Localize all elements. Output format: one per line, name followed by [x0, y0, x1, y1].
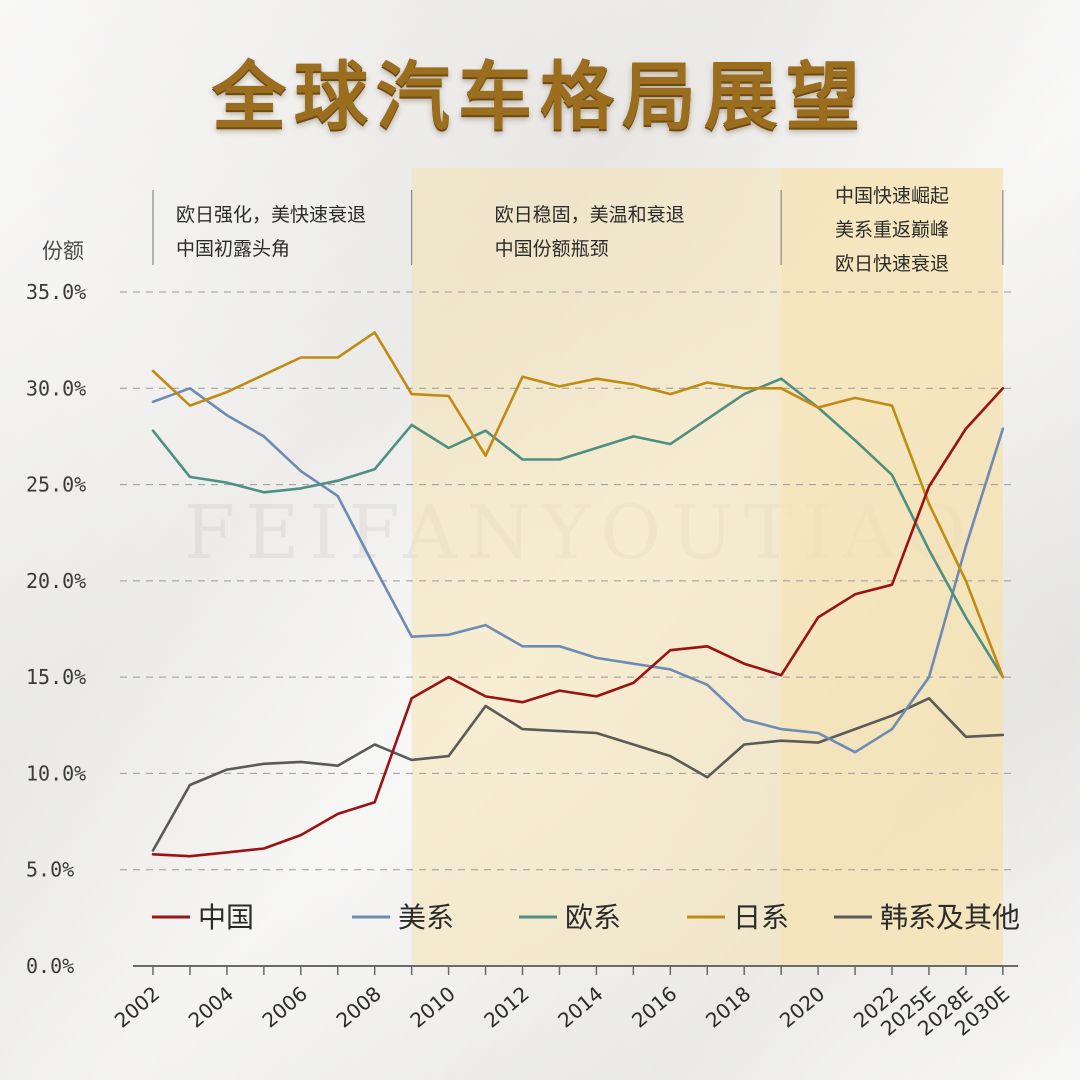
x-tick-label: 2010: [405, 981, 459, 1032]
x-tick-label: 2006: [258, 981, 312, 1032]
y-axis-label: 份额: [42, 239, 84, 263]
series-line-japan: [151, 331, 1005, 679]
period-band: [781, 168, 1003, 966]
legend-label-china: 中国: [198, 901, 254, 934]
legend-label-us: 美系: [398, 901, 454, 934]
y-axis: 份额 0.0% 5.0% 10.0% 15.0% 20.0% 25.0% 30.0% 35.0…: [26, 239, 86, 978]
series-line-europe: [151, 377, 1005, 679]
legend-label-japan: 日系: [733, 901, 789, 934]
x-tick-label: 2020: [775, 981, 829, 1032]
y-tick-label: 25.0%: [26, 473, 86, 497]
period-bands: [152, 168, 1004, 966]
period-annotation: 欧日快速衰退: [835, 253, 949, 275]
period-annotation: 欧日强化，美快速衰退: [176, 204, 366, 226]
series-lines: [151, 331, 1005, 858]
x-tick-label: 2012: [479, 981, 533, 1032]
x-tick-label: 2016: [627, 981, 681, 1032]
y-tick-label: 20.0%: [26, 569, 86, 593]
page-title: 全球汽车格局展望: [212, 54, 868, 140]
y-tick-label: 0.0%: [26, 954, 74, 978]
series-line-korea_other: [151, 696, 1005, 852]
y-tick-label: 5.0%: [26, 858, 74, 882]
y-tick-label: 10.0%: [26, 761, 86, 785]
x-axis: 2002 2004 2006 2008 2010 2012 2014 2016 2018 2020…: [110, 965, 1018, 1041]
period-annotation: 中国快速崛起: [835, 185, 949, 207]
series-line-china: [151, 386, 1005, 858]
x-tick-label: 2004: [184, 981, 238, 1032]
legend-label-korea_other: 韩系及其他: [880, 901, 1020, 934]
period-annotation: 美系重返巅峰: [835, 219, 949, 241]
grid-lines: [120, 291, 1015, 871]
y-tick-label: 15.0%: [26, 665, 86, 689]
x-tick-label: 2002: [110, 981, 164, 1032]
legend-label-europe: 欧系: [565, 901, 621, 934]
period-annotation: 欧日稳固，美温和衰退: [495, 204, 685, 226]
x-tick-label: 2008: [331, 981, 385, 1032]
period-band: [411, 168, 782, 966]
y-tick-label: 30.0%: [26, 376, 86, 400]
period-annotation: 中国初露头角: [176, 238, 290, 260]
series-line-us: [151, 386, 1005, 754]
y-tick-label: 35.0%: [26, 280, 86, 304]
legend: 中国 美系 欧系 日系 韩系及其他: [152, 901, 1020, 934]
period-annotation: 中国份额瓶颈: [495, 238, 609, 260]
x-tick-label: 2018: [701, 981, 755, 1032]
x-tick-label: 2014: [553, 981, 607, 1032]
